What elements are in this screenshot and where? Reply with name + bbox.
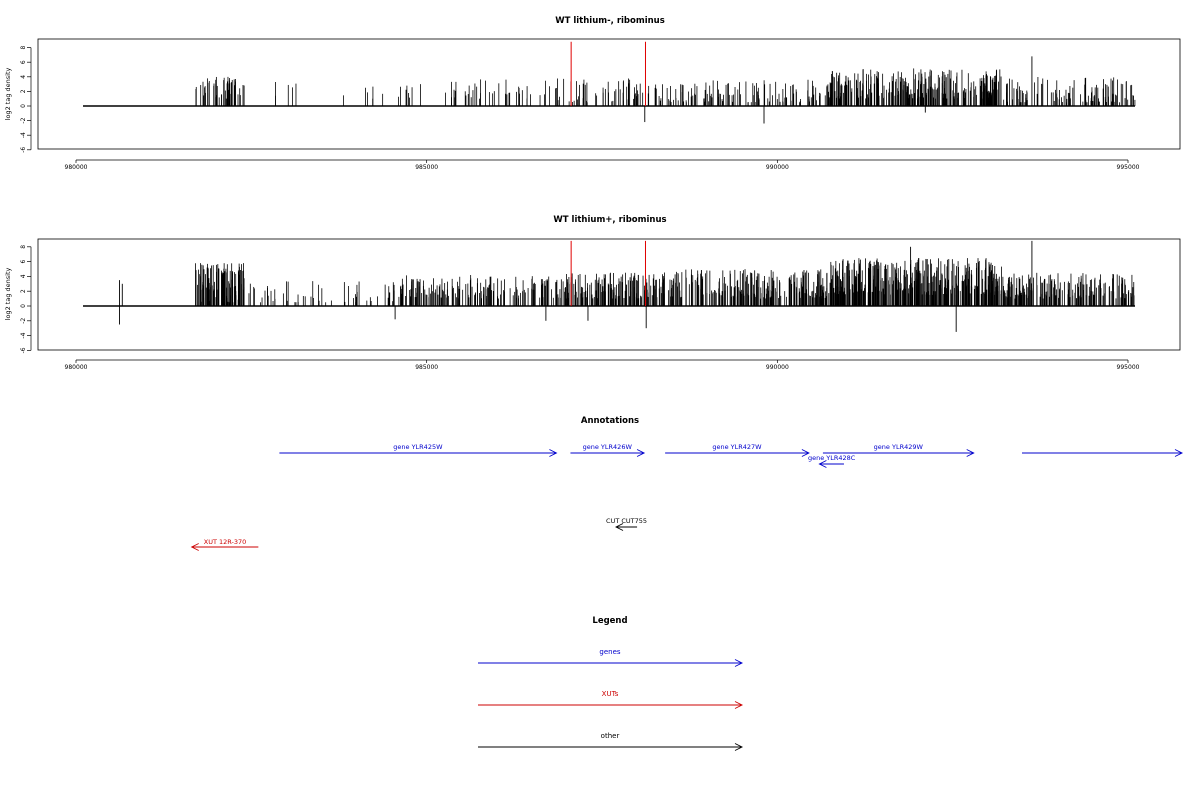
arrow-head: [1174, 449, 1184, 457]
annotation-arrow: gene YLR427W: [665, 443, 810, 457]
y-axis: -6 -4 -2 0 2 4 6 8: [20, 245, 32, 353]
annotations-title: Annotations: [581, 416, 639, 426]
y-tick-label: -2: [20, 318, 27, 324]
annotation-label: CUT CUT755: [606, 517, 647, 525]
legend-item: genes: [478, 648, 744, 667]
legend-items: genes XUTs other: [478, 648, 744, 751]
panel-title: WT lithium+, ribominus: [553, 215, 666, 225]
y-tick-label: -4: [20, 332, 27, 338]
y-axis: -6 -4 -2 0 2 4 6 8: [20, 46, 32, 153]
arrow-head: [734, 743, 744, 751]
annotation-label: gene YLR427W: [712, 443, 762, 451]
y-tick-label: -6: [20, 347, 27, 353]
annotation-arrow: XUT 12R-370: [190, 538, 259, 551]
annotation-label: gene YLR428C: [808, 454, 856, 462]
annotation-arrow: gene YLR429W: [822, 443, 975, 457]
legend: Legend genes XUTs other: [478, 616, 744, 751]
y-axis-label: log2 tag density: [4, 68, 12, 121]
y-tick-label: 2: [20, 289, 27, 293]
bars: [83, 41, 1136, 124]
annotation-arrow: CUT CUT755: [606, 517, 647, 531]
y-tick-label: 4: [20, 75, 27, 79]
x-tick-label: 990000: [766, 164, 789, 171]
y-tick-label: 8: [20, 46, 27, 50]
legend-title: Legend: [592, 616, 627, 626]
annotations-track: Annotations gene YLR425W gene YLR426W gene…: [190, 416, 1184, 551]
track-panel-lithium-plus: WT lithium+, ribominus log2 tag density …: [4, 215, 1181, 371]
annotation-label: XUT 12R-370: [204, 538, 247, 546]
y-tick-label: -6: [20, 147, 27, 153]
annotation-arrow: gene YLR425W: [279, 443, 558, 457]
arrow-head: [966, 449, 975, 457]
y-tick-label: 4: [20, 274, 27, 278]
arrow-head: [636, 449, 646, 457]
arrow-head: [801, 449, 810, 457]
arrow-head: [734, 701, 744, 709]
y-tick-label: 6: [20, 260, 27, 264]
legend-item: other: [478, 732, 744, 751]
x-tick-label: 995000: [1117, 364, 1140, 371]
legend-label: genes: [599, 648, 620, 656]
plot-frame: [37, 38, 1181, 150]
y-tick-label: -2: [20, 117, 27, 123]
x-axis: 980000 985000 990000 995000: [65, 359, 1140, 371]
y-tick-label: 6: [20, 60, 27, 64]
annotation-arrow: gene YLR426W: [570, 443, 646, 457]
bars: [83, 240, 1136, 332]
legend-item: XUTs: [478, 690, 744, 709]
arrow-head: [615, 523, 624, 531]
y-tick-label: -4: [20, 132, 27, 138]
annotation-arrow: [1022, 449, 1184, 457]
legend-label: other: [601, 732, 620, 740]
arrow-head: [190, 543, 199, 551]
x-tick-label: 990000: [766, 364, 789, 371]
annotation-label: gene YLR426W: [583, 443, 633, 451]
y-axis-label: log2 tag density: [4, 268, 12, 321]
y-tick-label: 2: [20, 89, 27, 93]
x-tick-label: 985000: [415, 164, 438, 171]
legend-label: XUTs: [602, 690, 619, 698]
panel-title: WT lithium-, ribominus: [555, 16, 665, 26]
y-tick-label: 0: [20, 304, 27, 308]
annotation-label: gene YLR429W: [874, 443, 924, 451]
x-tick-label: 980000: [65, 164, 88, 171]
x-tick-label: 985000: [415, 364, 438, 371]
y-tick-label: 8: [20, 245, 27, 249]
annotation-arrow: gene YLR428C: [808, 454, 856, 468]
arrow-head: [549, 449, 558, 457]
track-panel-lithium-minus: WT lithium-, ribominus log2 tag density …: [4, 16, 1181, 171]
arrow-head: [734, 659, 744, 667]
x-tick-label: 995000: [1117, 164, 1140, 171]
y-tick-label: 0: [20, 104, 27, 108]
arrow-head: [818, 460, 827, 468]
annotation-items: gene YLR425W gene YLR426W gene YLR427W gene…: [190, 443, 1184, 551]
x-axis: 980000 985000 990000 995000: [65, 159, 1140, 171]
plot-frame: [37, 238, 1181, 351]
annotation-label: gene YLR425W: [393, 443, 443, 451]
x-tick-label: 980000: [65, 364, 88, 371]
